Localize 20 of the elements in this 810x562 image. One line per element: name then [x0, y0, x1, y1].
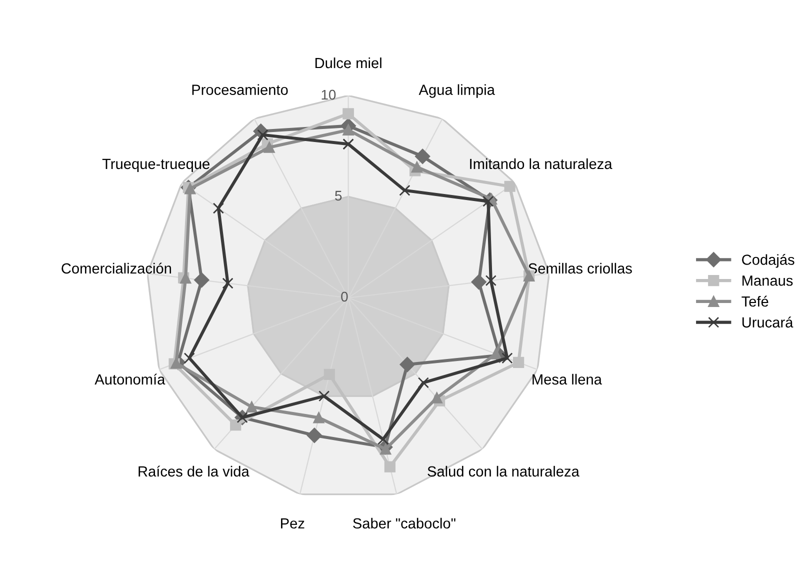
legend-label: Codajás [742, 254, 794, 268]
legend-label: Tefé [742, 296, 768, 307]
legend-label: Manaus [742, 276, 793, 286]
spoke-label: Dulce miel [315, 57, 382, 68]
spoke-label: Pez [281, 518, 304, 529]
spoke-label: Semillas criollas [528, 262, 632, 274]
spoke-label: Autonomía [94, 374, 166, 385]
y-tick-label: 10 [322, 90, 336, 100]
y-tick-label: 0 [341, 292, 348, 302]
spoke-label: Raíces de la vida [138, 466, 250, 477]
y-tick-label: 5 [335, 190, 342, 201]
spoke-label: Comercialización [62, 262, 172, 274]
legend-label: Urucará [742, 316, 794, 328]
spoke-label: Trueque-trueque [102, 158, 210, 172]
spoke-label: Procesamiento [192, 84, 288, 95]
spoke-label: Salud con la naturaleza [428, 466, 580, 477]
spoke-label: Saber "caboclo" [353, 518, 456, 529]
spoke-label: Agua limpia [418, 84, 495, 98]
spoke-label: Mesa llena [532, 374, 602, 385]
spoke-label: Imitando la naturaleza [470, 158, 612, 170]
